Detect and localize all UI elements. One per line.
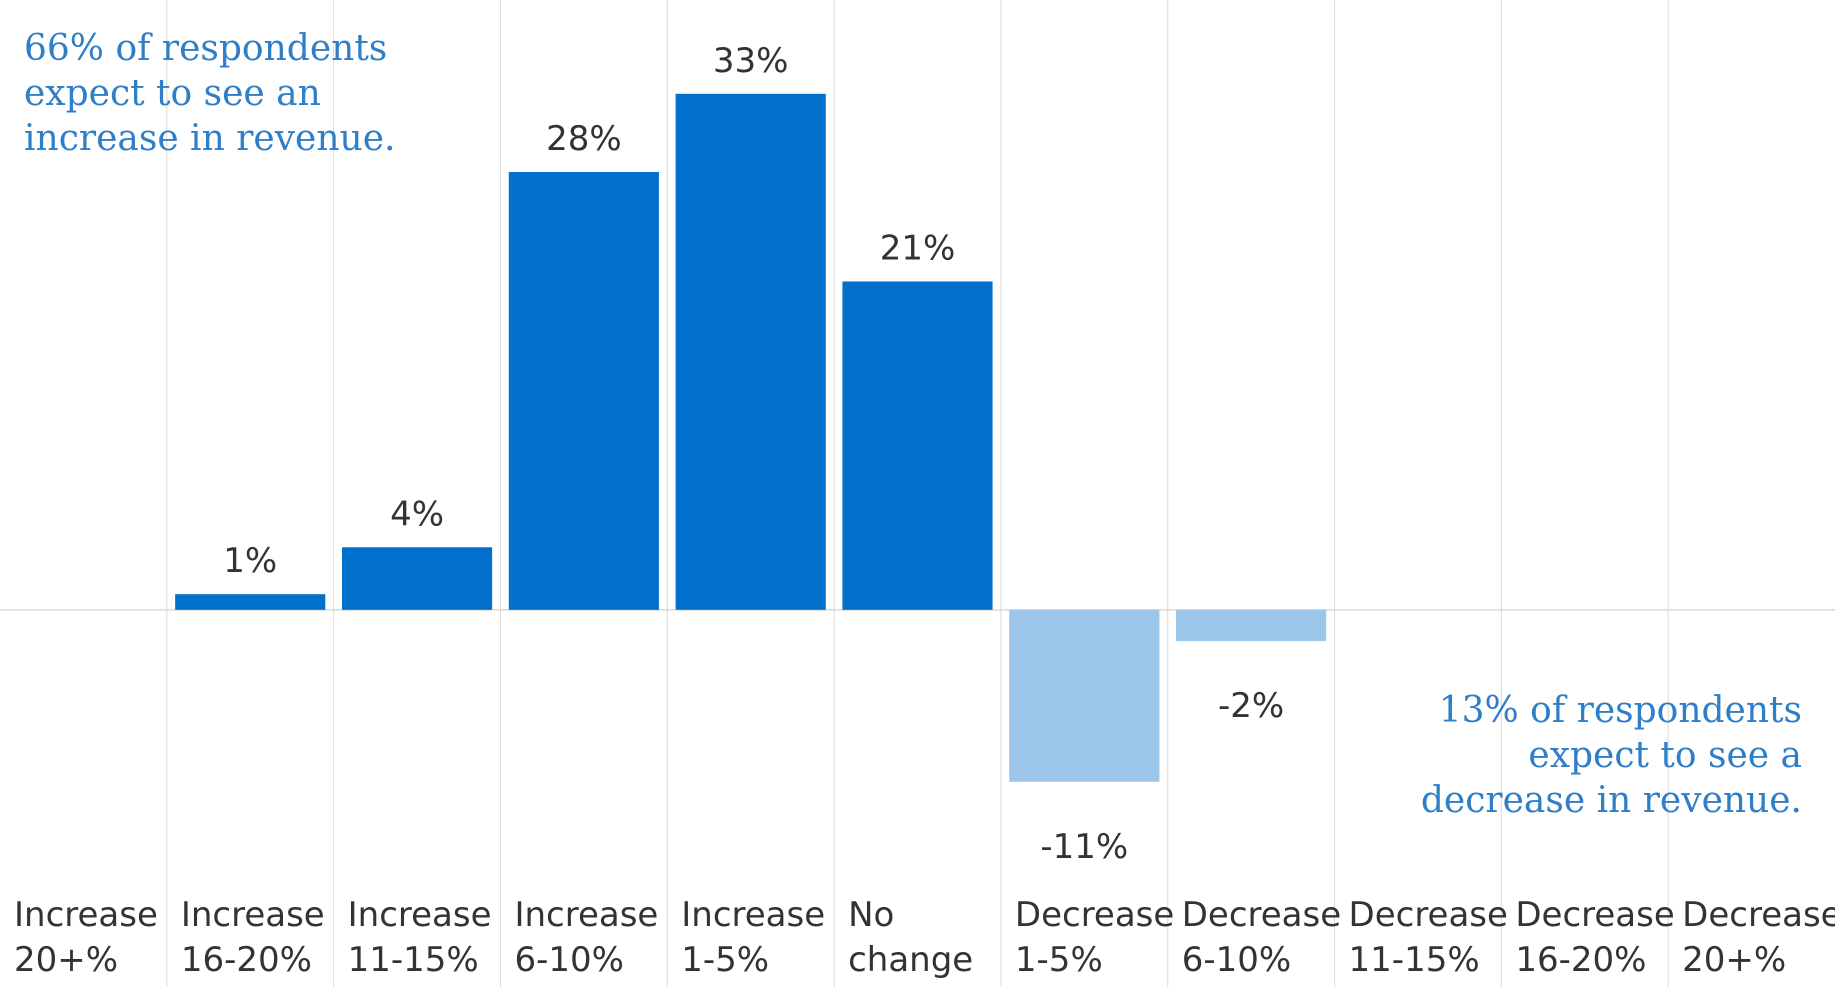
data-label-7: -2% [1218, 686, 1284, 726]
category-label-6-line-1: Decrease [1015, 895, 1174, 935]
category-label-10-line-2: 20+% [1682, 940, 1786, 980]
category-label-7-line-2: 6-10% [1182, 940, 1291, 980]
annotation-decrease: 13% of respondents expect to see a decre… [1420, 690, 1802, 821]
data-label-3: 28% [546, 119, 622, 159]
category-label-4-line-2: 1-5% [681, 940, 769, 980]
category-label-3-line-2: 6-10% [514, 940, 623, 980]
category-label-2-line-2: 11-15% [348, 940, 479, 980]
bar-3 [508, 172, 659, 610]
category-label-9-line-1: Decrease [1515, 895, 1674, 935]
bar-6 [1009, 609, 1160, 782]
category-label-8-line-2: 11-15% [1349, 940, 1480, 980]
category-label-1-line-2: 16-20% [181, 940, 312, 980]
category-label-1-line-1: Increase [181, 895, 325, 935]
data-label-2: 4% [390, 494, 444, 534]
category-label-5-line-2: change [848, 940, 973, 980]
category-label-0-line-2: 20+% [14, 940, 118, 980]
data-label-5: 21% [880, 228, 956, 268]
category-label-4-line-1: Increase [681, 895, 825, 935]
bar-1 [175, 594, 326, 610]
category-label-2-line-1: Increase [348, 895, 492, 935]
annotation-increase: 66% of respondents expect to see an incr… [24, 28, 396, 159]
bar-7 [1176, 609, 1327, 642]
bar-2 [341, 547, 493, 610]
data-label-4: 33% [713, 41, 789, 81]
category-label-7-line-1: Decrease [1182, 895, 1341, 935]
category-label-6-line-2: 1-5% [1015, 940, 1103, 980]
bar-5 [842, 281, 993, 610]
category-label-0-line-1: Increase [14, 895, 158, 935]
category-label-5-line-1: No [848, 895, 894, 935]
category-label-10-line-1: Decrease [1682, 895, 1835, 935]
category-label-9-line-2: 16-20% [1515, 940, 1646, 980]
data-label-6: -11% [1040, 827, 1128, 867]
category-label-8-line-1: Decrease [1349, 895, 1508, 935]
data-label-1: 1% [223, 541, 277, 581]
bar-4 [675, 93, 826, 610]
category-label-3-line-1: Increase [514, 895, 658, 935]
